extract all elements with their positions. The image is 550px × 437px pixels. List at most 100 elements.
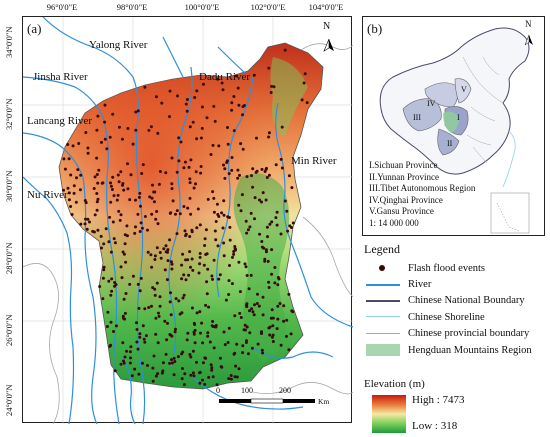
flood-event-dot	[113, 284, 116, 288]
flood-event-dot	[222, 213, 226, 217]
flood-event-dot	[210, 274, 214, 278]
inset-shoreline	[502, 130, 516, 188]
flood-event-dot	[190, 306, 194, 310]
flood-event-dot	[108, 215, 112, 219]
flood-event-dot	[261, 351, 265, 355]
flood-event-dot	[237, 103, 241, 107]
flood-event-dot	[242, 328, 246, 332]
flood-event-dot	[273, 266, 277, 269]
flood-event-dot	[165, 278, 169, 282]
flood-event-dot	[267, 66, 271, 70]
flood-event-dot	[212, 258, 216, 262]
flood-event-dot	[131, 274, 135, 278]
flood-event-dot	[186, 258, 190, 262]
flood-event-dot	[150, 265, 154, 269]
north-label-a: N	[323, 21, 331, 32]
flood-event-dot	[163, 268, 167, 272]
flood-event-dot	[239, 209, 243, 213]
flood-event-dot	[264, 198, 268, 202]
flood-event-dot	[176, 355, 180, 359]
flood-event-dot	[291, 310, 295, 314]
flood-event-dot	[79, 173, 83, 177]
flood-event-dot	[251, 310, 255, 314]
flood-event-dot	[188, 235, 192, 238]
flood-event-dot	[214, 325, 218, 329]
flood-event-dot	[243, 323, 247, 327]
flood-event-dot	[86, 146, 90, 150]
flood-event-dot	[240, 193, 244, 197]
flood-event-dot	[110, 289, 114, 293]
flood-event-dot	[187, 165, 191, 169]
flood-event-dot	[266, 259, 270, 263]
flood-event-dot	[250, 346, 254, 350]
flood-event-dot	[148, 195, 152, 199]
flood-event-dot	[241, 351, 245, 355]
region-label-v: V	[461, 85, 467, 94]
flood-event-dot	[267, 135, 271, 139]
region-label-iv: IV	[427, 99, 436, 108]
flood-event-dot	[147, 306, 151, 309]
flood-event-dot	[152, 200, 156, 204]
flood-event-dot	[260, 330, 263, 334]
flood-event-dot	[181, 252, 185, 256]
flood-event-dot	[166, 248, 170, 252]
flood-event-dot	[189, 373, 193, 377]
legend-label: Hengduan Mountains Region	[408, 344, 532, 356]
flood-event-dot	[227, 172, 231, 176]
flood-event-dot	[244, 265, 248, 269]
flood-event-dot	[105, 325, 109, 328]
flood-event-dot	[130, 374, 134, 378]
y-tick: 28°0'0"N	[4, 242, 14, 274]
y-tick: 34°0'0"N	[4, 26, 14, 58]
flood-event-dot	[117, 209, 121, 213]
flood-event-dot	[270, 220, 274, 224]
flood-event-dot	[257, 304, 261, 308]
flood-event-dot	[243, 262, 247, 266]
flood-event-dot	[177, 159, 181, 163]
flood-event-dot	[83, 222, 87, 226]
flood-event-dot	[119, 213, 123, 217]
flood-event-dot	[205, 116, 209, 120]
flood-event-dot	[170, 267, 174, 271]
flood-event-dot	[66, 186, 70, 190]
flood-event-dot	[210, 324, 214, 328]
flood-event-dot	[226, 341, 230, 344]
flood-event-dot	[168, 238, 172, 242]
flood-event-dot	[95, 208, 99, 212]
flood-event-dot	[285, 334, 288, 338]
flood-event-dot	[180, 277, 184, 281]
flood-event-dot	[258, 232, 262, 236]
flood-event-dot	[222, 241, 226, 245]
flood-event-dot	[62, 188, 65, 192]
flood-event-dot	[172, 356, 176, 360]
flood-event-dot	[109, 184, 113, 188]
flood-event-dot	[136, 347, 140, 351]
flood-event-dot	[139, 276, 143, 280]
flood-event-dot	[245, 231, 249, 235]
legend-item-provincial-boundary: Chinese provincial boundary	[364, 326, 548, 342]
flood-event-dot	[155, 210, 159, 213]
flood-event-dot	[235, 342, 239, 346]
flood-event-dot	[184, 102, 188, 106]
flood-event-dot	[134, 198, 137, 202]
shoreline-icon	[364, 311, 404, 323]
flood-event-dot	[185, 338, 189, 342]
flood-event-dot	[85, 227, 89, 231]
flood-event-dot	[272, 85, 276, 89]
panel-a-label: (a)	[27, 21, 42, 36]
flood-event-dot	[233, 245, 237, 248]
flood-event-dot	[198, 262, 202, 266]
flood-event-dot	[158, 304, 162, 308]
flood-event-dot	[253, 217, 256, 221]
gansu-region	[454, 78, 472, 104]
flood-event-dot	[121, 137, 124, 141]
flood-event-dot	[255, 302, 259, 305]
flood-event-dot	[152, 190, 156, 194]
province-item: V.Gansu Province	[369, 206, 434, 216]
flood-event-dot	[265, 166, 268, 170]
flood-event-dot	[200, 105, 204, 109]
flood-event-dot	[220, 211, 224, 215]
inset-north-arrow-icon	[524, 34, 533, 46]
flood-event-dot	[260, 200, 263, 204]
flood-event-dot	[214, 238, 218, 242]
